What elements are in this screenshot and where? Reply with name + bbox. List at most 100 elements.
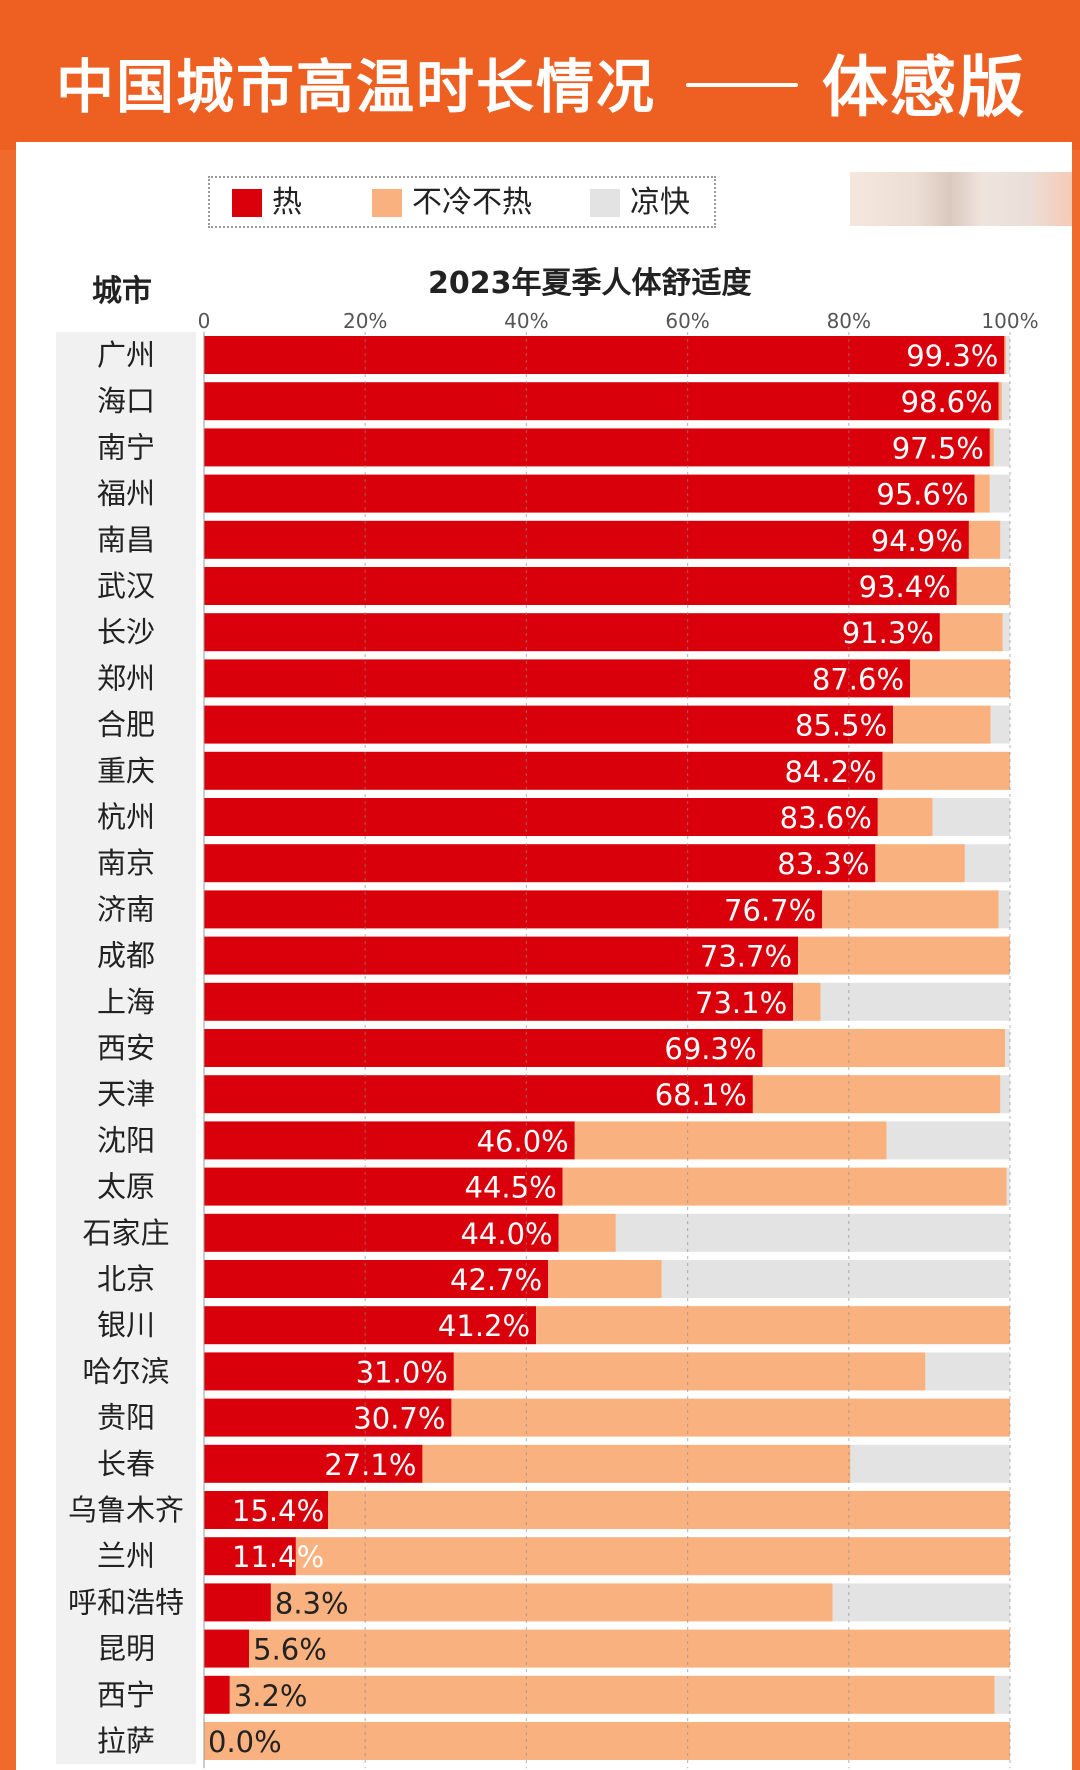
value-label: 30.7% [353,1402,445,1436]
bar-segment-hot [204,474,975,513]
bar-segment-hot [204,613,940,652]
bar-segment-mild [875,844,965,883]
city-label: 拉萨 [97,1724,155,1758]
value-label: 97.5% [892,431,984,465]
bar-segment-mild [422,1444,851,1483]
bar-segment-hot [204,336,1005,374]
x-tick-label: 60% [665,309,709,333]
x-tick-label: 80% [827,309,871,333]
value-label: 11.4% [232,1540,324,1574]
value-label: 76.7% [724,893,816,927]
value-label: 27.1% [324,1448,416,1482]
city-label: 长沙 [97,615,155,649]
value-label: 41.2% [438,1309,530,1343]
value-label: 73.1% [695,986,787,1020]
bar-segment-hot [204,1444,423,1483]
bar-segment-hot [204,798,878,836]
value-label: 73.7% [700,940,792,974]
value-label: 68.1% [655,1078,747,1112]
bar-segment-mild [1004,336,1006,374]
bar-segment-hot [204,428,990,467]
city-label: 南昌 [97,523,155,557]
chart-title: 2023年夏季人体舒适度 [428,266,752,301]
page-title: 中国城市高温时长情况 [56,53,657,121]
bar-segment-cool [994,1675,1010,1714]
value-label: 44.0% [460,1217,552,1251]
bar-segment-mild [939,613,1003,652]
bar-segment-hot [204,1491,329,1529]
bar-segment-mild [295,1537,1010,1576]
bar-segment-cool [850,1444,1010,1483]
city-label: 广州 [97,338,155,372]
x-tick-label: 40% [504,309,548,333]
bar-segment-mild [974,474,990,513]
bar-segment-cool [886,1121,1010,1160]
legend-swatch-mild [372,189,402,217]
city-label: 南京 [97,846,155,880]
bar-segment-mild [989,428,994,467]
bar-segment-hot [204,1583,271,1622]
bar-segment-mild [270,1583,833,1622]
bar-segment-mild [882,751,1010,790]
bar-segment-hot [204,1260,549,1298]
bar-segment-cool [1002,613,1010,652]
city-label: 乌鲁木齐 [68,1493,184,1527]
value-label: 83.3% [777,847,869,881]
bar-segment-mild [536,1306,1010,1345]
bar-segment-hot [204,1398,452,1437]
bar-segment-mild [204,1722,1010,1760]
bar-segment-mild [229,1675,995,1714]
city-label: 银川 [97,1308,155,1342]
value-label: 83.6% [780,801,872,835]
bar-segment-hot [204,1537,296,1576]
city-label: 合肥 [97,708,155,742]
bar-segment-hot [204,936,799,975]
bar-segment-cool [1005,1029,1010,1067]
bar-segment-mild [822,890,999,929]
value-label: 44.5% [465,1171,557,1205]
bar-segment-cool [615,1213,1010,1252]
bar-segment-cool [1006,1167,1010,1206]
bar-segment-cool [925,1352,1010,1391]
legend: 热 不冷不热 凉快 [208,176,716,228]
x-tick-label: 0 [198,309,211,333]
x-tick-label: 100% [981,309,1038,333]
bar-segment-mild [562,1167,1007,1206]
city-label: 天津 [97,1077,155,1111]
value-label: 87.6% [812,662,904,696]
bar-segment-cool [989,474,1010,513]
page-title-suffix: 体感版 [822,49,1026,126]
bar-segment-mild [968,520,1001,559]
bar-segment-hot [204,751,883,790]
bar-segment-cool [964,844,1010,883]
bar-segment-hot [204,520,969,559]
bar-segment-hot [204,1213,559,1252]
watermark-blur [850,172,1072,226]
city-label: 西宁 [97,1678,155,1712]
city-label: 济南 [97,892,155,926]
bar-segment-cool [993,428,1010,467]
bar-segment-hot [204,1029,763,1067]
bar-segment-cool [1005,336,1010,374]
legend-label-cool: 凉快 [630,185,690,220]
city-label: 郑州 [97,661,155,695]
title-dash [686,83,798,87]
title-bar [0,0,1080,150]
city-label: 福州 [97,477,155,511]
bar-segment-hot [204,1167,563,1206]
value-label: 95.6% [876,478,968,512]
value-label: 8.3% [275,1586,349,1620]
city-label: 南宁 [97,430,155,464]
legend-label-hot: 热 [272,185,302,220]
bar-segment-mild [558,1213,616,1252]
bar-segment-hot [204,705,894,744]
city-label: 武汉 [97,569,155,603]
value-label: 85.5% [795,709,887,743]
bar-segment-hot [204,1352,454,1391]
legend-label-mild: 不冷不热 [412,185,532,220]
city-label: 杭州 [97,800,155,834]
bar-segment-cool [1001,382,1010,421]
bar-segment-mild [249,1629,1011,1668]
bar-segment-cool [820,982,1010,1021]
